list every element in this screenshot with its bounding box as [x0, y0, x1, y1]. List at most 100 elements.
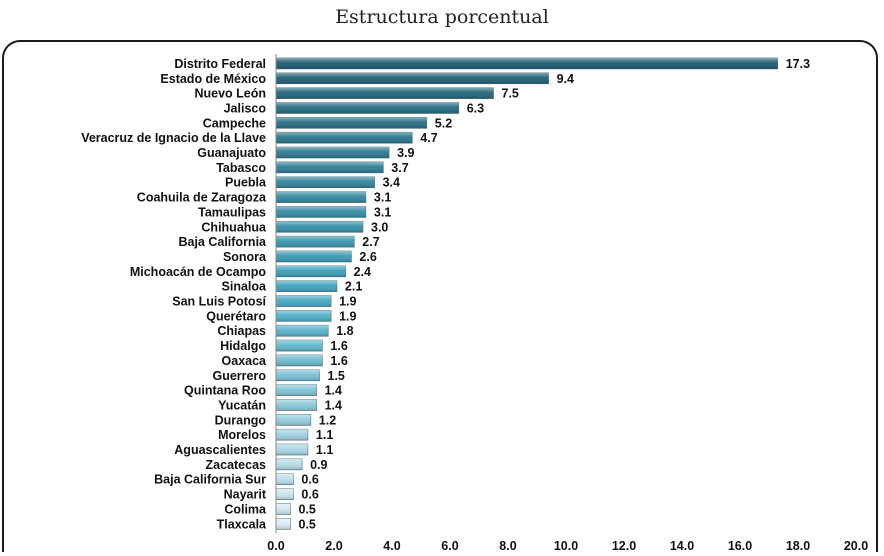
category-label: Distrito Federal: [174, 57, 266, 71]
bar-shading: [276, 250, 352, 262]
value-label: 0.6: [301, 488, 318, 502]
bar-shading: [276, 503, 291, 515]
bar-shading: [276, 295, 332, 307]
category-label: Guanajuato: [197, 146, 266, 160]
value-label: 4.7: [420, 131, 437, 145]
bar-shading: [276, 444, 308, 456]
value-label: 3.9: [397, 146, 414, 160]
value-label: 1.8: [336, 324, 353, 338]
value-label: 2.1: [345, 280, 362, 294]
value-label: 2.4: [354, 265, 371, 279]
bar-shading: [276, 488, 294, 500]
value-label: 0.9: [310, 458, 327, 472]
category-label: Colima: [224, 502, 267, 516]
x-tick-label: 0.0: [267, 539, 284, 553]
value-label: 3.0: [371, 220, 388, 234]
category-label: Chiapas: [217, 324, 266, 338]
bar-shading: [276, 384, 317, 396]
bar-shading: [276, 57, 778, 69]
value-label: 1.6: [330, 339, 347, 353]
bar-shading: [276, 132, 413, 144]
x-tick-label: 18.0: [786, 539, 810, 553]
value-label: 1.9: [339, 309, 356, 323]
category-label: Aguascalientes: [174, 443, 266, 457]
value-label: 6.3: [467, 101, 484, 115]
value-label: 2.6: [359, 250, 376, 264]
x-tick-label: 16.0: [728, 539, 752, 553]
value-label: 1.9: [339, 295, 356, 309]
value-label: 1.5: [328, 369, 345, 383]
category-label: Sonora: [223, 250, 267, 264]
x-tick-label: 2.0: [325, 539, 342, 553]
category-label: Coahuila de Zaragoza: [137, 191, 267, 205]
value-label: 2.7: [362, 235, 379, 249]
x-tick-label: 10.0: [554, 539, 578, 553]
bar-shading: [276, 354, 323, 366]
category-label: Nuevo León: [194, 87, 266, 101]
bar-shading: [276, 280, 337, 292]
bar-shading: [276, 191, 366, 203]
bar-shading: [276, 265, 346, 277]
x-tick-label: 4.0: [383, 539, 400, 553]
category-label: Guerrero: [213, 369, 267, 383]
category-label: Tlaxcala: [217, 517, 267, 531]
category-label: Oaxaca: [222, 354, 268, 368]
bar-shading: [276, 87, 494, 99]
category-label: San Luis Potosí: [172, 295, 266, 309]
bar-shading: [276, 117, 427, 129]
category-label: Veracruz de Ignacio de la Llave: [81, 131, 266, 145]
value-label: 3.1: [374, 191, 391, 205]
chart-frame: [2, 40, 878, 552]
value-label: 0.6: [301, 473, 318, 487]
chart-title: Estructura porcentual: [335, 6, 549, 28]
x-axis: 0.0 2.0 4.0 6.0 8.0 10.0 12.0 14.0 16.0 18.0 20.0: [267, 54, 868, 553]
bar-shading: [276, 310, 332, 322]
category-label: Nayarit: [224, 488, 267, 502]
bar-shading: [276, 518, 291, 530]
bars-layer: [275, 57, 779, 530]
value-label: 1.1: [316, 428, 333, 442]
category-label: Jalisco: [224, 101, 267, 115]
bar-shading: [276, 340, 323, 352]
value-label: 1.6: [330, 354, 347, 368]
value-label: 3.4: [383, 176, 400, 190]
value-label: 1.4: [325, 398, 342, 412]
x-tick-label: 20.0: [844, 539, 868, 553]
category-label: Chihuahua: [201, 220, 267, 234]
category-label: Puebla: [225, 176, 267, 190]
bar-shading: [276, 399, 317, 411]
value-label: 17.3: [786, 57, 810, 71]
category-label: Hidalgo: [220, 339, 266, 353]
value-label: 9.4: [557, 72, 574, 86]
bar-shading: [276, 161, 384, 173]
x-tick-label: 12.0: [612, 539, 636, 553]
category-label: Zacatecas: [206, 458, 267, 472]
value-label: 1.1: [316, 443, 333, 457]
category-label: Campeche: [203, 116, 266, 130]
bar-shading: [276, 414, 311, 426]
value-label: 3.1: [374, 205, 391, 219]
bar-shading: [276, 102, 459, 114]
value-label: 0.5: [299, 517, 316, 531]
bar-shading: [276, 325, 329, 337]
category-label: Quintana Roo: [184, 384, 266, 398]
bar-shading: [276, 206, 366, 218]
category-label: Querétaro: [206, 309, 266, 323]
category-label: Tamaulipas: [198, 205, 266, 219]
bar-shading: [276, 72, 549, 84]
category-label: Estado de México: [160, 72, 266, 86]
value-labels: 17.39.47.56.35.24.73.93.73.43.13.13.02.7…: [299, 57, 811, 531]
category-label: Sinaloa: [222, 280, 268, 294]
bar-shading: [276, 236, 355, 248]
bar-shading: [276, 176, 375, 188]
bar-shading: [276, 458, 303, 470]
bar-shading: [276, 429, 308, 441]
x-tick-label: 8.0: [499, 539, 516, 553]
value-label: 1.2: [319, 413, 336, 427]
category-label: Baja California Sur: [154, 473, 266, 487]
value-label: 7.5: [502, 87, 519, 101]
category-label: Michoacán de Ocampo: [130, 265, 267, 279]
value-label: 5.2: [435, 116, 452, 130]
